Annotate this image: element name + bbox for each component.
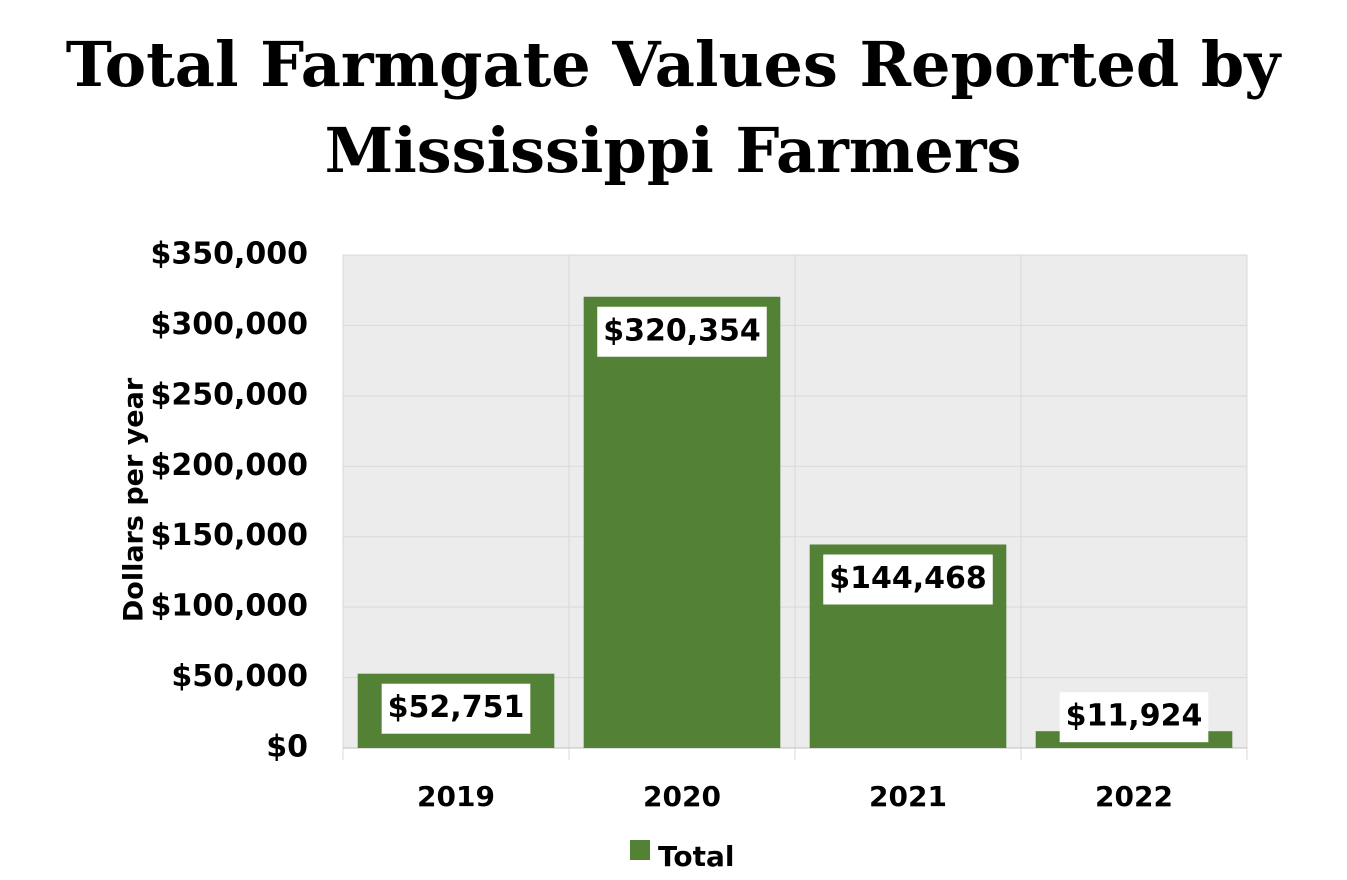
value-label-box (597, 306, 767, 357)
y-tick-label: $300,000 (150, 307, 308, 342)
x-tick-label: 2019 (417, 780, 495, 813)
value-label: $52,751 (388, 690, 525, 725)
legend-label: Total (658, 840, 735, 873)
y-tick-label: $0 (266, 730, 308, 765)
value-label-box (823, 554, 993, 605)
value-label-box (1059, 692, 1209, 743)
y-tick-label: $100,000 (150, 589, 308, 624)
x-tick-label: 2022 (1095, 780, 1173, 813)
y-tick-label: $150,000 (150, 518, 308, 553)
x-tick-label: 2021 (869, 780, 947, 813)
x-tick-label: 2020 (643, 780, 721, 813)
legend-swatch (630, 840, 650, 860)
y-tick-label: $250,000 (150, 377, 308, 412)
value-label: $11,924 (1066, 699, 1203, 734)
chart-title: Total Farmgate Values Reported by Missis… (65, 28, 1281, 187)
value-label: $144,468 (829, 561, 987, 596)
y-tick-label: $350,000 (150, 237, 308, 272)
y-axis-label: Dollars per year (119, 377, 150, 622)
y-tick-label: $50,000 (171, 659, 308, 694)
bar (583, 296, 781, 748)
value-label: $320,354 (603, 313, 761, 348)
value-label-box (381, 683, 531, 734)
y-tick-label: $200,000 (150, 448, 308, 483)
